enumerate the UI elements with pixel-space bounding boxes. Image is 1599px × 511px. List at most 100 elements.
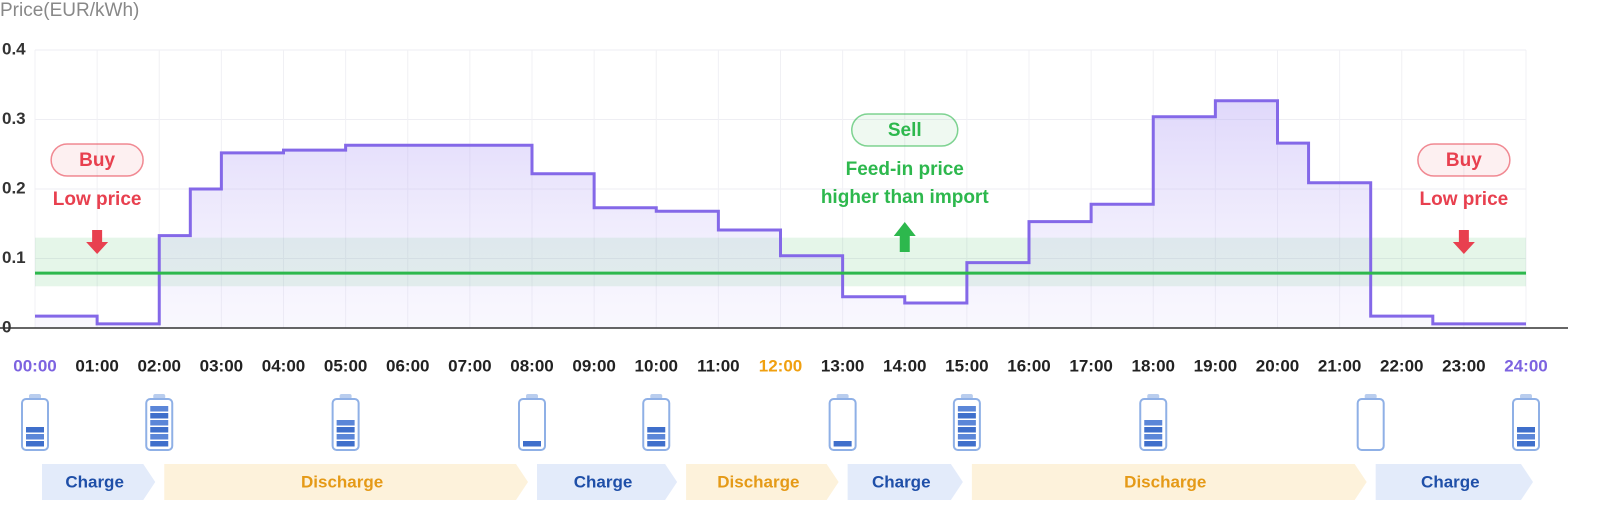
- phase-label: Discharge: [717, 472, 799, 491]
- battery-bar: [647, 441, 666, 447]
- battery-bar: [1517, 441, 1535, 447]
- x-tick-label: 05:00: [324, 356, 367, 375]
- phase-label: Discharge: [1124, 472, 1206, 491]
- battery-bar: [150, 420, 169, 426]
- annotation-pill: [1417, 143, 1511, 177]
- battery: [952, 394, 981, 451]
- phase-arrow: [537, 464, 678, 500]
- phase-label: Discharge: [301, 472, 383, 491]
- x-tick-label: 00:00: [13, 356, 56, 375]
- price-line: [35, 99, 1526, 326]
- x-tick-label: 03:00: [200, 356, 243, 375]
- x-tick-label: 19:00: [1194, 356, 1237, 375]
- phase-arrow: [847, 464, 963, 500]
- battery-bar: [833, 441, 852, 447]
- annotation-pill: [50, 143, 144, 177]
- x-tick-label: 09:00: [572, 356, 615, 375]
- annotation-pill-text: Buy: [79, 150, 115, 171]
- x-tick-label: 23:00: [1442, 356, 1485, 375]
- battery-bar: [336, 434, 355, 440]
- battery: [145, 394, 174, 451]
- battery-bar: [957, 420, 976, 426]
- battery-bar: [1144, 420, 1163, 426]
- battery-bar: [957, 413, 976, 419]
- battery-body: [518, 398, 546, 451]
- battery-cap: [153, 394, 166, 399]
- battery-bar: [336, 441, 355, 447]
- battery-cap: [960, 394, 973, 399]
- x-tick-label: 21:00: [1318, 356, 1361, 375]
- annotation-arrow: [1452, 230, 1475, 254]
- battery-body: [828, 398, 857, 451]
- battery: [1139, 394, 1168, 451]
- battery-bar: [957, 434, 976, 440]
- annotation-text: Feed-in price: [846, 159, 964, 180]
- battery-bar: [26, 441, 44, 447]
- battery-body: [1356, 398, 1385, 451]
- x-tick-label: 08:00: [510, 356, 553, 375]
- y-tick-label: 0.2: [2, 178, 26, 197]
- battery-bar: [647, 434, 666, 440]
- x-tick-label: 12:00: [759, 356, 802, 375]
- battery-bar: [336, 420, 355, 426]
- phase-arrow: [164, 464, 528, 500]
- battery-bar: [1517, 434, 1535, 440]
- x-tick-label: 22:00: [1380, 356, 1423, 375]
- x-tick-label: 01:00: [75, 356, 118, 375]
- battery-cap: [1364, 394, 1377, 399]
- x-tick-label: 24:00: [1504, 356, 1547, 375]
- battery-bar: [523, 441, 541, 447]
- phase-label: Charge: [65, 472, 124, 491]
- x-tick-label: 06:00: [386, 356, 429, 375]
- battery-bar: [1517, 427, 1535, 433]
- phase-arrow: [971, 464, 1367, 500]
- battery-bar: [150, 427, 169, 433]
- battery-cap: [29, 394, 41, 399]
- battery-bar: [150, 406, 169, 412]
- battery-bar: [1144, 434, 1163, 440]
- battery-cap: [1147, 394, 1160, 399]
- battery-bar: [26, 434, 44, 440]
- x-tick-label: 02:00: [138, 356, 181, 375]
- battery-bar: [150, 413, 169, 419]
- phase-arrow: [686, 464, 839, 500]
- battery-bar: [1144, 427, 1163, 433]
- annotation-pill-text: Sell: [888, 120, 922, 141]
- phase-label: Charge: [1421, 472, 1480, 491]
- battery-bar: [26, 427, 44, 433]
- battery-cap: [836, 394, 849, 399]
- x-tick-label: 11:00: [697, 356, 740, 375]
- x-tick-label: 15:00: [945, 356, 988, 375]
- x-tick-label: 14:00: [883, 356, 926, 375]
- annotation-arrow: [86, 230, 109, 254]
- battery-bar: [647, 427, 666, 433]
- phase-arrow: [42, 464, 156, 500]
- x-tick-label: 16:00: [1007, 356, 1050, 375]
- x-tick-label: 18:00: [1132, 356, 1175, 375]
- y-tick-label: 0.3: [2, 109, 26, 128]
- battery-bar: [336, 427, 355, 433]
- battery: [331, 394, 360, 451]
- annotation-pill-text: Buy: [1446, 150, 1482, 171]
- battery: [642, 394, 671, 451]
- battery-bar: [957, 427, 976, 433]
- x-tick-label: 04:00: [262, 356, 305, 375]
- annotation-pill: [851, 113, 959, 147]
- battery-bar: [957, 441, 976, 447]
- x-tick-label: 13:00: [821, 356, 864, 375]
- battery-cap: [339, 394, 352, 399]
- battery-bar: [150, 434, 169, 440]
- battery: [1356, 394, 1385, 451]
- phase-arrow: [1375, 464, 1533, 500]
- annotation-text: higher than import: [821, 187, 990, 208]
- annotation-arrow: [893, 222, 916, 252]
- phase-label: Charge: [574, 472, 633, 491]
- battery: [518, 394, 546, 451]
- y-tick-label: 0.4: [2, 39, 26, 58]
- phase-label: Charge: [872, 472, 931, 491]
- battery-bar: [1144, 441, 1163, 447]
- battery: [1512, 394, 1540, 451]
- battery-cap: [650, 394, 663, 399]
- battery-cap: [1520, 394, 1532, 399]
